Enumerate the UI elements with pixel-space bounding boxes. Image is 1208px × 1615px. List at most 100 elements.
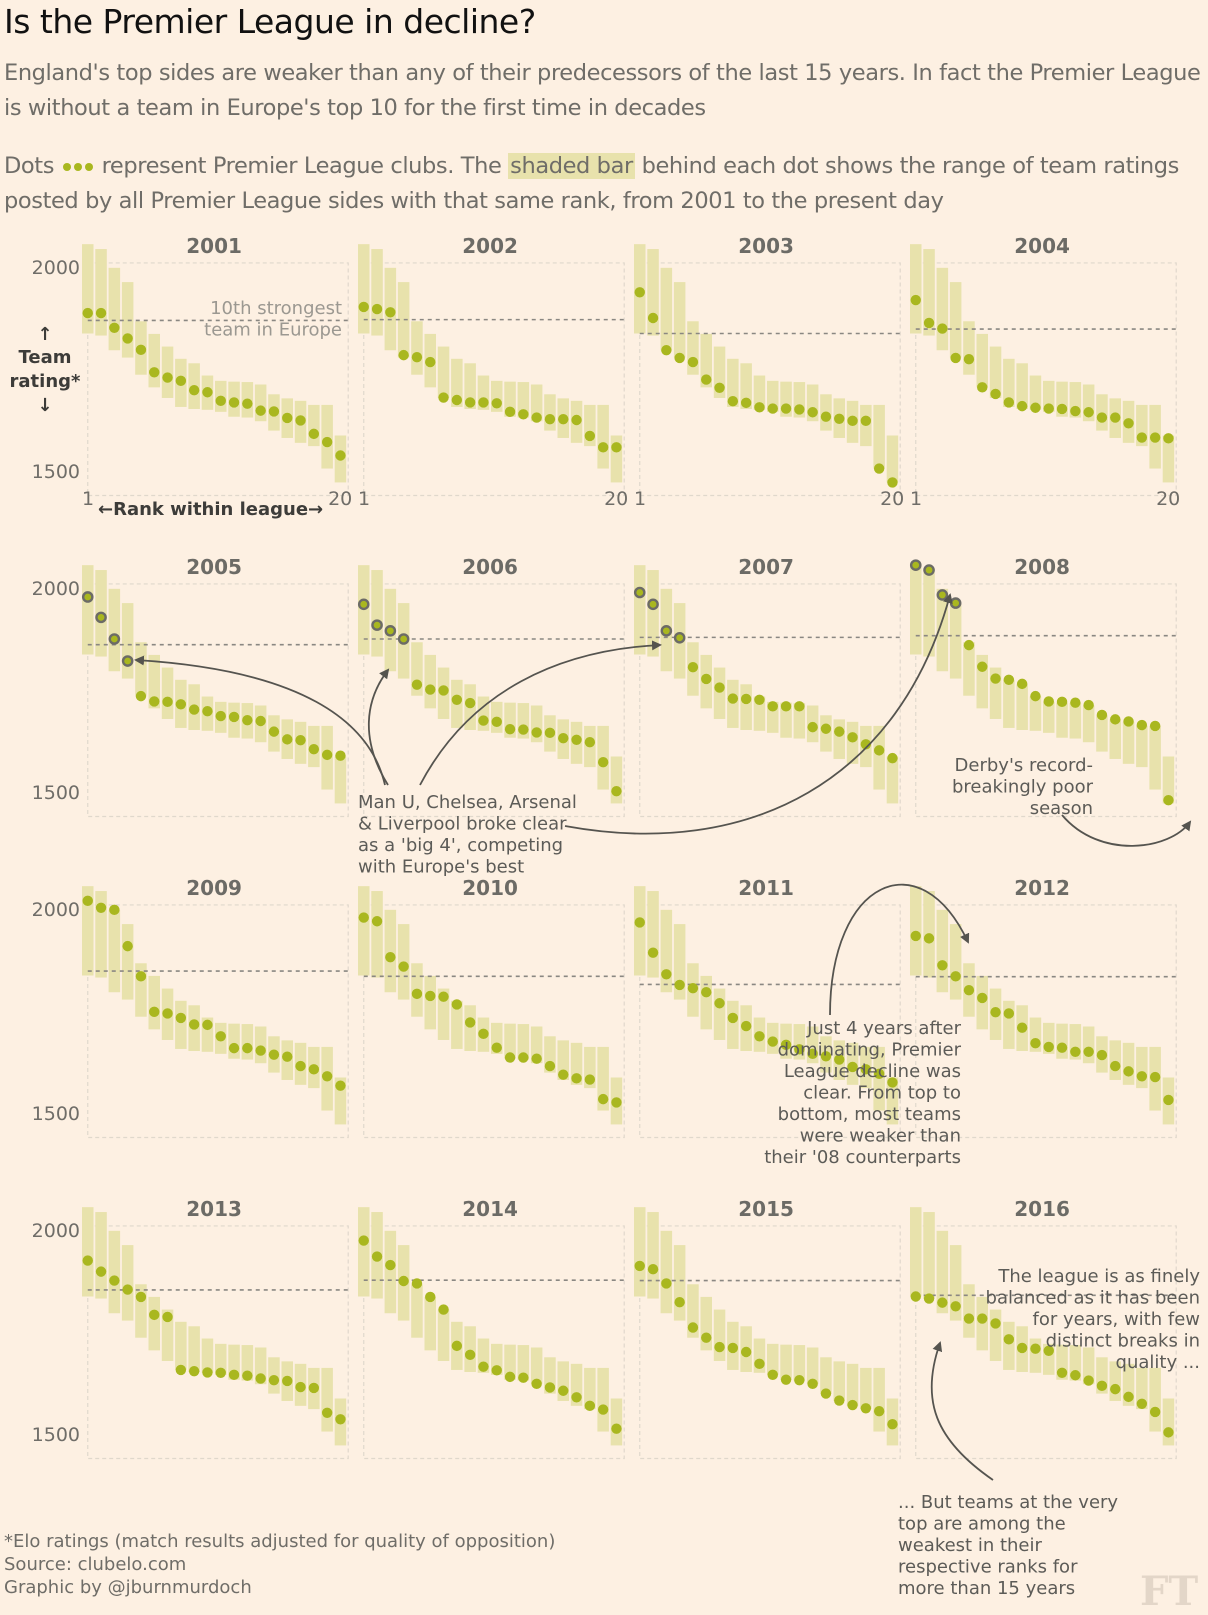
y-axis-title: rating* — [10, 371, 81, 392]
y-tick-label: 2000 — [32, 257, 80, 279]
team-dot — [754, 1358, 765, 1370]
rank-range-bar — [767, 1343, 779, 1375]
team-dot — [518, 1372, 529, 1383]
team-dot — [1149, 432, 1161, 443]
team-dot — [162, 1311, 173, 1323]
team-dot — [977, 992, 988, 1004]
team-dot — [1056, 696, 1068, 708]
team-dot — [923, 317, 935, 329]
rank-range-bar — [1016, 684, 1028, 730]
x-tick-label: 1 — [634, 488, 646, 510]
rank-range-bar — [517, 1345, 530, 1381]
arrow-to-2016-top — [930, 1341, 994, 1481]
rank-range-bar — [82, 244, 94, 334]
y-tick-label: 1500 — [32, 1103, 80, 1125]
team-dot — [1149, 1406, 1161, 1418]
rank-range-bar — [767, 701, 779, 733]
team-dot — [162, 1008, 173, 1019]
team-dot — [385, 1259, 396, 1271]
panel-title: 2005 — [186, 555, 242, 579]
team-dot — [1003, 1008, 1015, 1019]
rank-range-bar — [1043, 1022, 1055, 1054]
team-dot — [611, 785, 622, 797]
team-dot — [1096, 709, 1108, 721]
team-dot — [215, 395, 226, 407]
rank-range-bar — [254, 1026, 267, 1064]
rank-range-bar — [477, 375, 490, 410]
team-dot — [438, 1304, 449, 1315]
panel-2002: 2002 — [358, 234, 625, 497]
rank-range-bar — [700, 975, 712, 1030]
team-dot — [268, 726, 280, 737]
team-dot — [977, 661, 988, 672]
team-dot — [740, 1346, 752, 1358]
rank-range-bar — [161, 1309, 174, 1361]
rank-range-bar — [1162, 756, 1175, 804]
team-dot — [950, 352, 961, 364]
team-dot — [1149, 720, 1161, 732]
panel-title: 2011 — [738, 876, 794, 900]
panel-frame — [363, 583, 625, 818]
rank-range-bar — [610, 756, 623, 804]
team-dot — [807, 1378, 818, 1390]
team-dot — [242, 398, 253, 409]
rank-range-bar — [963, 642, 975, 696]
team-dot — [335, 1414, 346, 1425]
rank-range-bar — [491, 1022, 503, 1054]
rank-range-bar — [949, 924, 962, 1000]
rank-range-bar — [570, 1042, 583, 1085]
team-dot — [887, 752, 898, 764]
team-dot — [385, 951, 396, 963]
team-dot — [188, 1019, 200, 1030]
team-dot — [82, 895, 93, 907]
team-dot — [887, 1419, 898, 1430]
team-dot — [1110, 714, 1121, 725]
panel-title: 2010 — [462, 876, 518, 900]
annotation-line: balanced as it has been — [986, 1288, 1200, 1309]
team-dot — [1149, 1071, 1161, 1083]
rank-range-bar — [793, 703, 806, 739]
team-dot — [1056, 1367, 1068, 1379]
team-dot — [122, 1284, 133, 1295]
team-dot — [438, 392, 449, 403]
rank-range-bar — [161, 346, 174, 398]
team-dot — [584, 737, 596, 748]
footnote: *Elo ratings (match results adjusted for… — [4, 1531, 556, 1552]
panel-frame — [87, 1225, 349, 1460]
big4-team-dot — [121, 655, 134, 667]
rank-range-bar — [806, 1347, 819, 1385]
panel-2016: 2016 — [910, 1197, 1177, 1460]
team-dot — [701, 374, 712, 385]
annotation-line: Just 4 years after — [806, 1018, 961, 1039]
big4-team-dot — [909, 559, 922, 571]
panel-title: 2003 — [738, 234, 794, 258]
annotation-line: distinct breaks in — [1046, 1331, 1200, 1352]
rank-range-bar — [358, 244, 370, 334]
annotation-line: as a 'big 4', competing — [358, 835, 563, 856]
team-dot — [740, 1020, 752, 1032]
rank-range-bar — [873, 1367, 885, 1432]
team-dot — [82, 1255, 93, 1266]
rank-range-bar — [108, 909, 121, 993]
team-dot — [1110, 412, 1121, 423]
panel-title: 2009 — [186, 876, 242, 900]
team-dot — [202, 706, 213, 717]
rank-range-bar — [1162, 435, 1175, 483]
rank-range-bar — [215, 1343, 227, 1375]
team-dot — [860, 739, 872, 750]
rank-range-bar — [1136, 1367, 1148, 1410]
team-dot — [321, 1071, 333, 1082]
team-dot — [847, 1061, 858, 1073]
team-dot — [780, 1039, 792, 1051]
rank-range-bar — [700, 333, 712, 388]
rank-range-bar — [1069, 382, 1082, 418]
team-dot — [950, 1301, 961, 1312]
panel-2015: 2015 — [634, 1197, 901, 1460]
team-dot — [202, 387, 213, 398]
rank-range-bar — [108, 267, 121, 351]
team-dot — [558, 1069, 569, 1080]
arrow-to-2006 — [367, 668, 390, 786]
team-dot — [754, 694, 765, 705]
team-dot — [451, 394, 463, 406]
rank-range-bar — [437, 1309, 450, 1361]
